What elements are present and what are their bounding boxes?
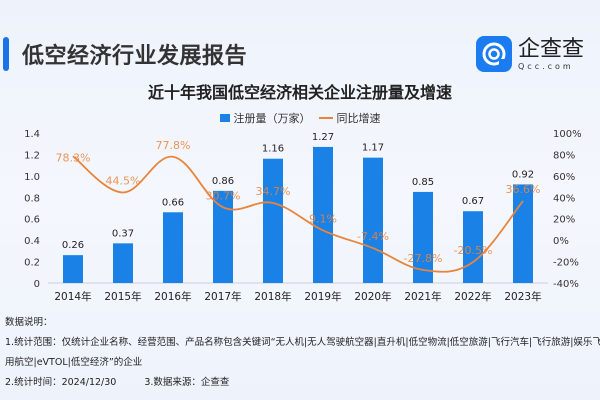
notes-line-2: 用航空|eVTOL|低空经济”的企业 <box>5 357 143 368</box>
y-left-tick: 0 <box>34 279 40 290</box>
data-notes: 数据说明： 1.统计范围：仅统计企业名称、经营范围、产品名称包含关键词“无人机|… <box>5 313 600 393</box>
bar-2019年 <box>313 146 333 283</box>
growth-label: 36.6% <box>506 183 541 196</box>
header-accent-bar <box>3 37 9 71</box>
notes-source: 3.数据来源：企查查 <box>144 377 230 388</box>
growth-label: -20.5% <box>454 244 493 257</box>
notes-heading: 数据说明： <box>5 317 53 328</box>
x-tick: 2017年 <box>204 290 241 303</box>
bar-label: 0.26 <box>62 240 84 251</box>
growth-line <box>72 155 524 273</box>
bar-2023年 <box>513 184 533 283</box>
qcc-logo: 企查查 Qcc.com <box>476 36 584 72</box>
y-right-tick: -20% <box>553 258 579 269</box>
y-right-tick: 60% <box>553 172 575 183</box>
bar-2014年 <box>63 255 83 283</box>
growth-label: 30.7% <box>206 189 241 202</box>
legend-label-registrations: 注册量（万家） <box>233 112 311 125</box>
bar-label: 1.17 <box>362 143 384 154</box>
x-tick: 2015年 <box>104 290 141 303</box>
bar-label: 0.67 <box>462 196 484 207</box>
logo-cn: 企查查 <box>518 36 585 62</box>
growth-label: 9.1% <box>309 212 337 225</box>
bar-label: 0.37 <box>112 228 134 239</box>
x-tick: 2016年 <box>154 290 191 303</box>
x-tick: 2019年 <box>304 290 341 303</box>
x-tick: 2020年 <box>354 290 391 303</box>
bar-label: 0.85 <box>412 177 434 188</box>
x-tick: 2021年 <box>404 290 441 303</box>
report-title: 低空经济行业发展报告 <box>22 44 248 69</box>
y-right-tick: 20% <box>553 215 575 226</box>
chart-legend: 注册量（万家） 同比增速 <box>0 110 600 126</box>
growth-label: 77.8% <box>156 139 191 152</box>
y-left-tick: 0.6 <box>24 215 40 226</box>
notes-line-1: 1.统计范围：仅统计企业名称、经营范围、产品名称包含关键词“无人机|无人驾驶航空… <box>5 337 600 348</box>
x-tick: 2023年 <box>504 290 541 303</box>
y-left-tick: 0.4 <box>24 236 40 247</box>
y-left-tick: 1.2 <box>24 150 40 161</box>
y-left-tick: 0.8 <box>24 193 40 204</box>
y-right-tick: 100% <box>553 129 582 140</box>
growth-label: 44.5% <box>106 174 141 187</box>
y-left-tick: 1.0 <box>24 172 40 183</box>
growth-label: -7.4% <box>357 230 389 243</box>
growth-label: -27.8% <box>404 252 443 265</box>
qcc-logo-icon <box>476 36 512 72</box>
y-left-tick: 1.4 <box>24 129 40 140</box>
x-tick: 2022年 <box>454 290 491 303</box>
bar-2021年 <box>413 191 433 283</box>
growth-label: 34.7% <box>256 185 291 198</box>
x-tick: 2018年 <box>254 290 291 303</box>
bar-label: 0.86 <box>212 176 234 187</box>
bar-2020年 <box>363 157 383 283</box>
bar-label: 1.16 <box>262 144 284 155</box>
legend-label-growth: 同比增速 <box>336 112 381 125</box>
y-left-tick: 0.2 <box>24 258 40 269</box>
bar-2016年 <box>163 212 183 283</box>
legend-swatch-line <box>318 117 333 119</box>
y-right-tick: 80% <box>553 150 575 161</box>
chart-title: 近十年我国低空经济相关企业注册量及增速 <box>147 83 452 102</box>
legend-swatch-bar <box>219 114 230 122</box>
y-right-tick: -40% <box>553 279 579 290</box>
bar-label: 0.92 <box>512 169 534 180</box>
bar-2015年 <box>113 243 133 283</box>
x-tick: 2014年 <box>54 290 91 303</box>
y-right-tick: 0% <box>553 236 569 247</box>
bar-label: 1.27 <box>312 132 334 143</box>
bar-label: 0.66 <box>162 197 184 208</box>
bar-2017年 <box>213 190 233 283</box>
bar-2018年 <box>263 158 283 283</box>
notes-stat-time: 2.统计时间：2024/12/30 <box>5 377 117 388</box>
logo-en: Qcc.com <box>518 61 574 71</box>
growth-label: 78.3% <box>56 151 91 164</box>
y-right-tick: 40% <box>553 193 575 204</box>
